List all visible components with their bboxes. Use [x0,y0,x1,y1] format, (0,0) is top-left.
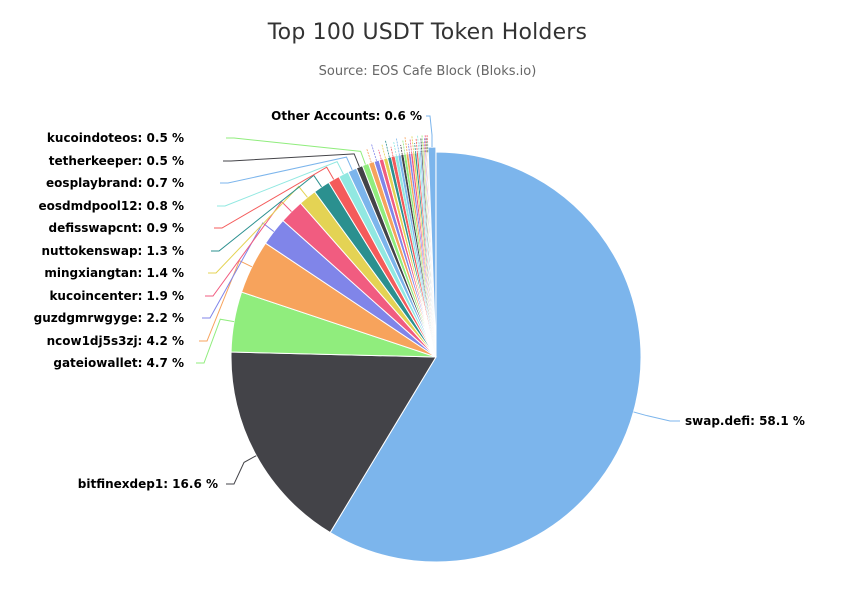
connector-swap.defi [633,411,680,422]
connector-small-30 [419,142,421,153]
label-connectors [196,115,680,485]
data-label-gateiowallet: gateiowallet: 4.7 % [53,356,184,370]
data-label-eosplaybrand: eosplaybrand: 0.7 % [46,176,184,190]
connector-small-31 [420,138,423,153]
connector-small-37 [426,138,428,153]
connector-kucoindoteos [226,137,366,165]
connector-small-33 [423,142,425,153]
connector-small-23 [404,136,408,155]
pie-slice-swap.defi[interactable] [329,151,642,563]
data-label-kucoindoteos: kucoindoteos: 0.5 % [47,131,184,145]
connector-small-27 [414,143,417,154]
connector-small-21 [400,144,403,155]
connector-bitfinexdep1 [226,455,257,485]
connector-eosplaybrand [220,156,353,184]
connector-kucoincenter [205,200,292,297]
connector-small-15 [378,149,382,160]
data-label-defisswapcnt: defisswapcnt: 0.9 % [48,221,184,235]
data-label-tetherkeeper: tetherkeeper: 0.5 % [49,154,184,168]
data-label-swap.defi: swap.defi: 58.1 % [685,414,805,428]
connector-small-28 [415,138,418,153]
connector-other-accounts [426,115,433,148]
connector-eosdmdpool12 [217,160,344,207]
connector-small-34 [424,138,426,153]
data-labels: swap.defi: 58.1 % bitfinexdep1: 16.6 % gat… [34,109,805,491]
connector-small-38 [426,134,429,153]
data-label-other-accounts: Other Accounts: 0.6 % [271,109,422,123]
data-label-ncow1dj5s3zj: ncow1dj5s3zj: 4.2 % [47,334,184,348]
data-label-mingxiangtan: mingxiangtan: 1.4 % [44,266,184,280]
connector-guzdgmrwgyge [202,222,275,319]
connector-small-32 [421,134,424,153]
data-label-bitfinexdep1: bitfinexdep1: 16.6 % [78,477,218,491]
connector-small-17 [384,139,390,158]
connector-small-14 [370,143,377,161]
data-label-kucoincenter: kucoincenter: 1.9 % [49,289,184,303]
data-label-guzdgmrwgyge: guzdgmrwgyge: 2.2 % [34,311,184,325]
connector-ncow1dj5s3zj [199,259,253,342]
chart-title: Top 100 USDT Token Holders [267,20,588,45]
pie-slice-bitfinexdep1[interactable] [230,351,437,534]
connector-defisswapcnt [214,166,335,229]
connector-small-18 [390,146,394,157]
connector-small-16 [381,144,386,159]
connector-small-29 [417,134,420,153]
connector-small-26 [411,135,415,154]
connector-small-35 [424,134,427,153]
data-label-nuttokenswap: nuttokenswap: 1.3 % [42,244,185,258]
connector-small-22 [402,140,406,155]
connector-mingxiangtan [208,185,308,274]
pie-slices [230,146,642,563]
connector-small-20 [395,137,400,156]
connector-small-13 [366,149,372,163]
connector-small-25 [409,139,413,154]
connector-nuttokenswap [211,174,322,252]
connector-tetherkeeper [223,153,360,168]
connector-small-19 [393,142,397,156]
connector-small-24 [407,143,411,154]
connector-gateiowallet [196,318,235,364]
chart-subtitle: Source: EOS Cafe Block (Bloks.io) [318,64,537,79]
data-label-eosdmdpool12: eosdmdpool12: 0.8 % [38,199,184,213]
